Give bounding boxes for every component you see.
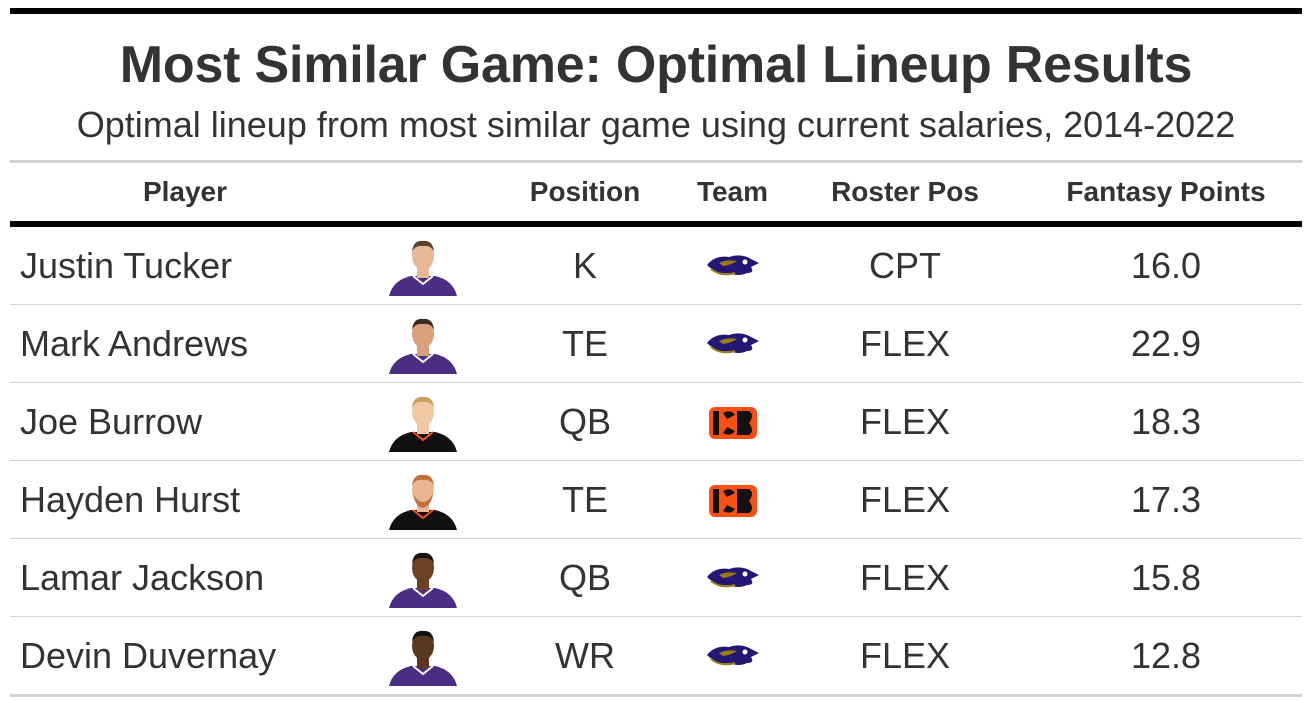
bengals-logo-icon xyxy=(705,403,761,443)
player-headshot-cell xyxy=(360,224,485,305)
fantasy-points: 17.3 xyxy=(1130,478,1202,520)
player-headshot-cell xyxy=(360,383,485,461)
ravens-logo-icon xyxy=(705,325,761,365)
table-header-row: Player Position Team Roster Pos Fantasy … xyxy=(10,163,1302,224)
fantasy-points: 12.8 xyxy=(1130,634,1202,676)
ravens-logo-icon xyxy=(705,559,761,599)
team-cell xyxy=(685,224,780,305)
table-row: Lamar Jackson QB FLEX 15.8 xyxy=(10,539,1302,617)
table-row: Joe Burrow QB FLEX 18.3 xyxy=(10,383,1302,461)
lineup-table: Player Position Team Roster Pos Fantasy … xyxy=(10,163,1302,697)
player-name: Lamar Jackson xyxy=(20,556,265,598)
player-name: Devin Duvernay xyxy=(20,634,277,676)
roster-position: CPT xyxy=(869,244,941,286)
player-headshot-icon xyxy=(385,470,461,530)
roster-position: FLEX xyxy=(859,478,951,520)
team-cell xyxy=(685,383,780,461)
team-cell xyxy=(685,461,780,539)
lineup-table-container: Most Similar Game: Optimal Lineup Result… xyxy=(10,8,1302,697)
column-header-position: Position xyxy=(529,176,641,207)
player-headshot-icon xyxy=(385,392,461,452)
column-header-roster-pos: Roster Pos xyxy=(831,176,979,207)
player-headshot-icon xyxy=(385,236,461,296)
player-name: Mark Andrews xyxy=(20,322,249,364)
team-cell xyxy=(685,539,780,617)
ravens-logo-icon xyxy=(705,637,761,677)
roster-position: FLEX xyxy=(859,556,951,598)
fantasy-points: 18.3 xyxy=(1130,400,1202,442)
page-subtitle: Optimal lineup from most similar game us… xyxy=(76,104,1236,145)
player-position: TE xyxy=(561,322,608,364)
roster-position: FLEX xyxy=(859,322,951,364)
team-cell xyxy=(685,305,780,383)
table-row: Mark Andrews TE FLEX 22.9 xyxy=(10,305,1302,383)
fantasy-points: 16.0 xyxy=(1130,244,1202,286)
column-header-player: Player xyxy=(142,176,228,207)
player-headshot-icon xyxy=(385,314,461,374)
player-position: QB xyxy=(558,400,611,442)
player-position: QB xyxy=(558,556,611,598)
player-position: K xyxy=(572,244,597,286)
ravens-logo-icon xyxy=(705,247,761,287)
table-row: Justin Tucker K CPT 16.0 xyxy=(10,224,1302,305)
player-name: Hayden Hurst xyxy=(20,478,241,520)
header-rule xyxy=(10,160,1302,163)
table-row: Devin Duvernay WR FLEX 12.8 xyxy=(10,617,1302,696)
column-header-headshot xyxy=(360,163,485,224)
roster-position: FLEX xyxy=(859,400,951,442)
bengals-logo-icon xyxy=(705,481,761,521)
table-row: Hayden Hurst TE FLEX 17.3 xyxy=(10,461,1302,539)
player-headshot-cell xyxy=(360,461,485,539)
player-name: Justin Tucker xyxy=(20,244,233,286)
column-header-team: Team xyxy=(696,176,769,207)
player-name: Joe Burrow xyxy=(20,400,203,442)
top-rule xyxy=(10,8,1302,14)
fantasy-points: 22.9 xyxy=(1130,322,1202,364)
player-position: TE xyxy=(561,478,608,520)
roster-position: FLEX xyxy=(859,634,951,676)
player-headshot-icon xyxy=(385,548,461,608)
player-headshot-cell xyxy=(360,305,485,383)
player-position: WR xyxy=(555,634,615,676)
player-headshot-cell xyxy=(360,539,485,617)
fantasy-points: 15.8 xyxy=(1130,556,1202,598)
player-headshot-cell xyxy=(360,617,485,696)
page-title: Most Similar Game: Optimal Lineup Result… xyxy=(119,36,1193,94)
column-header-fantasy-points: Fantasy Points xyxy=(1066,176,1266,207)
team-cell xyxy=(685,617,780,696)
player-headshot-icon xyxy=(385,626,461,686)
